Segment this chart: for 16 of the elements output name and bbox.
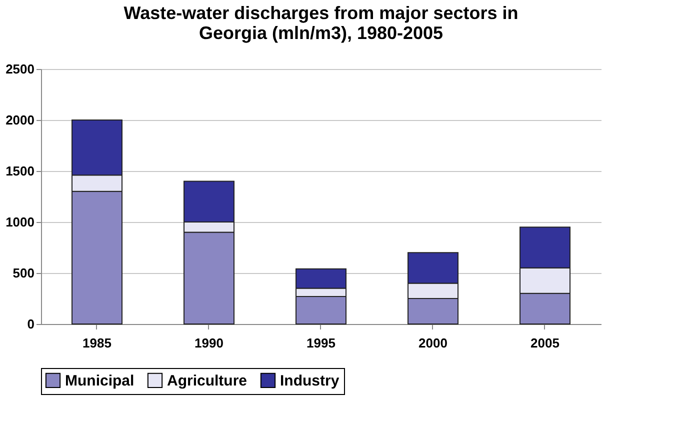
y-tick-label: 500 <box>12 266 34 280</box>
x-tick-label: 1985 <box>82 336 112 350</box>
text: Georgia (mln/m3), 1980-2005 <box>198 23 444 43</box>
y-tick-label: 1000 <box>6 214 34 230</box>
y-tick-label: 2000 <box>6 112 34 128</box>
legend-label: Agriculture <box>167 372 248 390</box>
x-tick-label: 2005 <box>530 336 560 350</box>
x-tick-label: 1990 <box>194 336 224 350</box>
legend-label: Industry <box>280 372 340 390</box>
y-tick-label: 0 <box>27 316 34 332</box>
y-tick-label: 1500 <box>6 164 34 178</box>
x-tick-label: 2000 <box>418 336 448 350</box>
legend-label: Municipal <box>65 372 134 390</box>
y-tick-label: 2500 <box>6 62 34 76</box>
x-tick-label: 1995 <box>306 336 336 350</box>
text: Waste-water discharges from major sectors in <box>124 3 518 23</box>
